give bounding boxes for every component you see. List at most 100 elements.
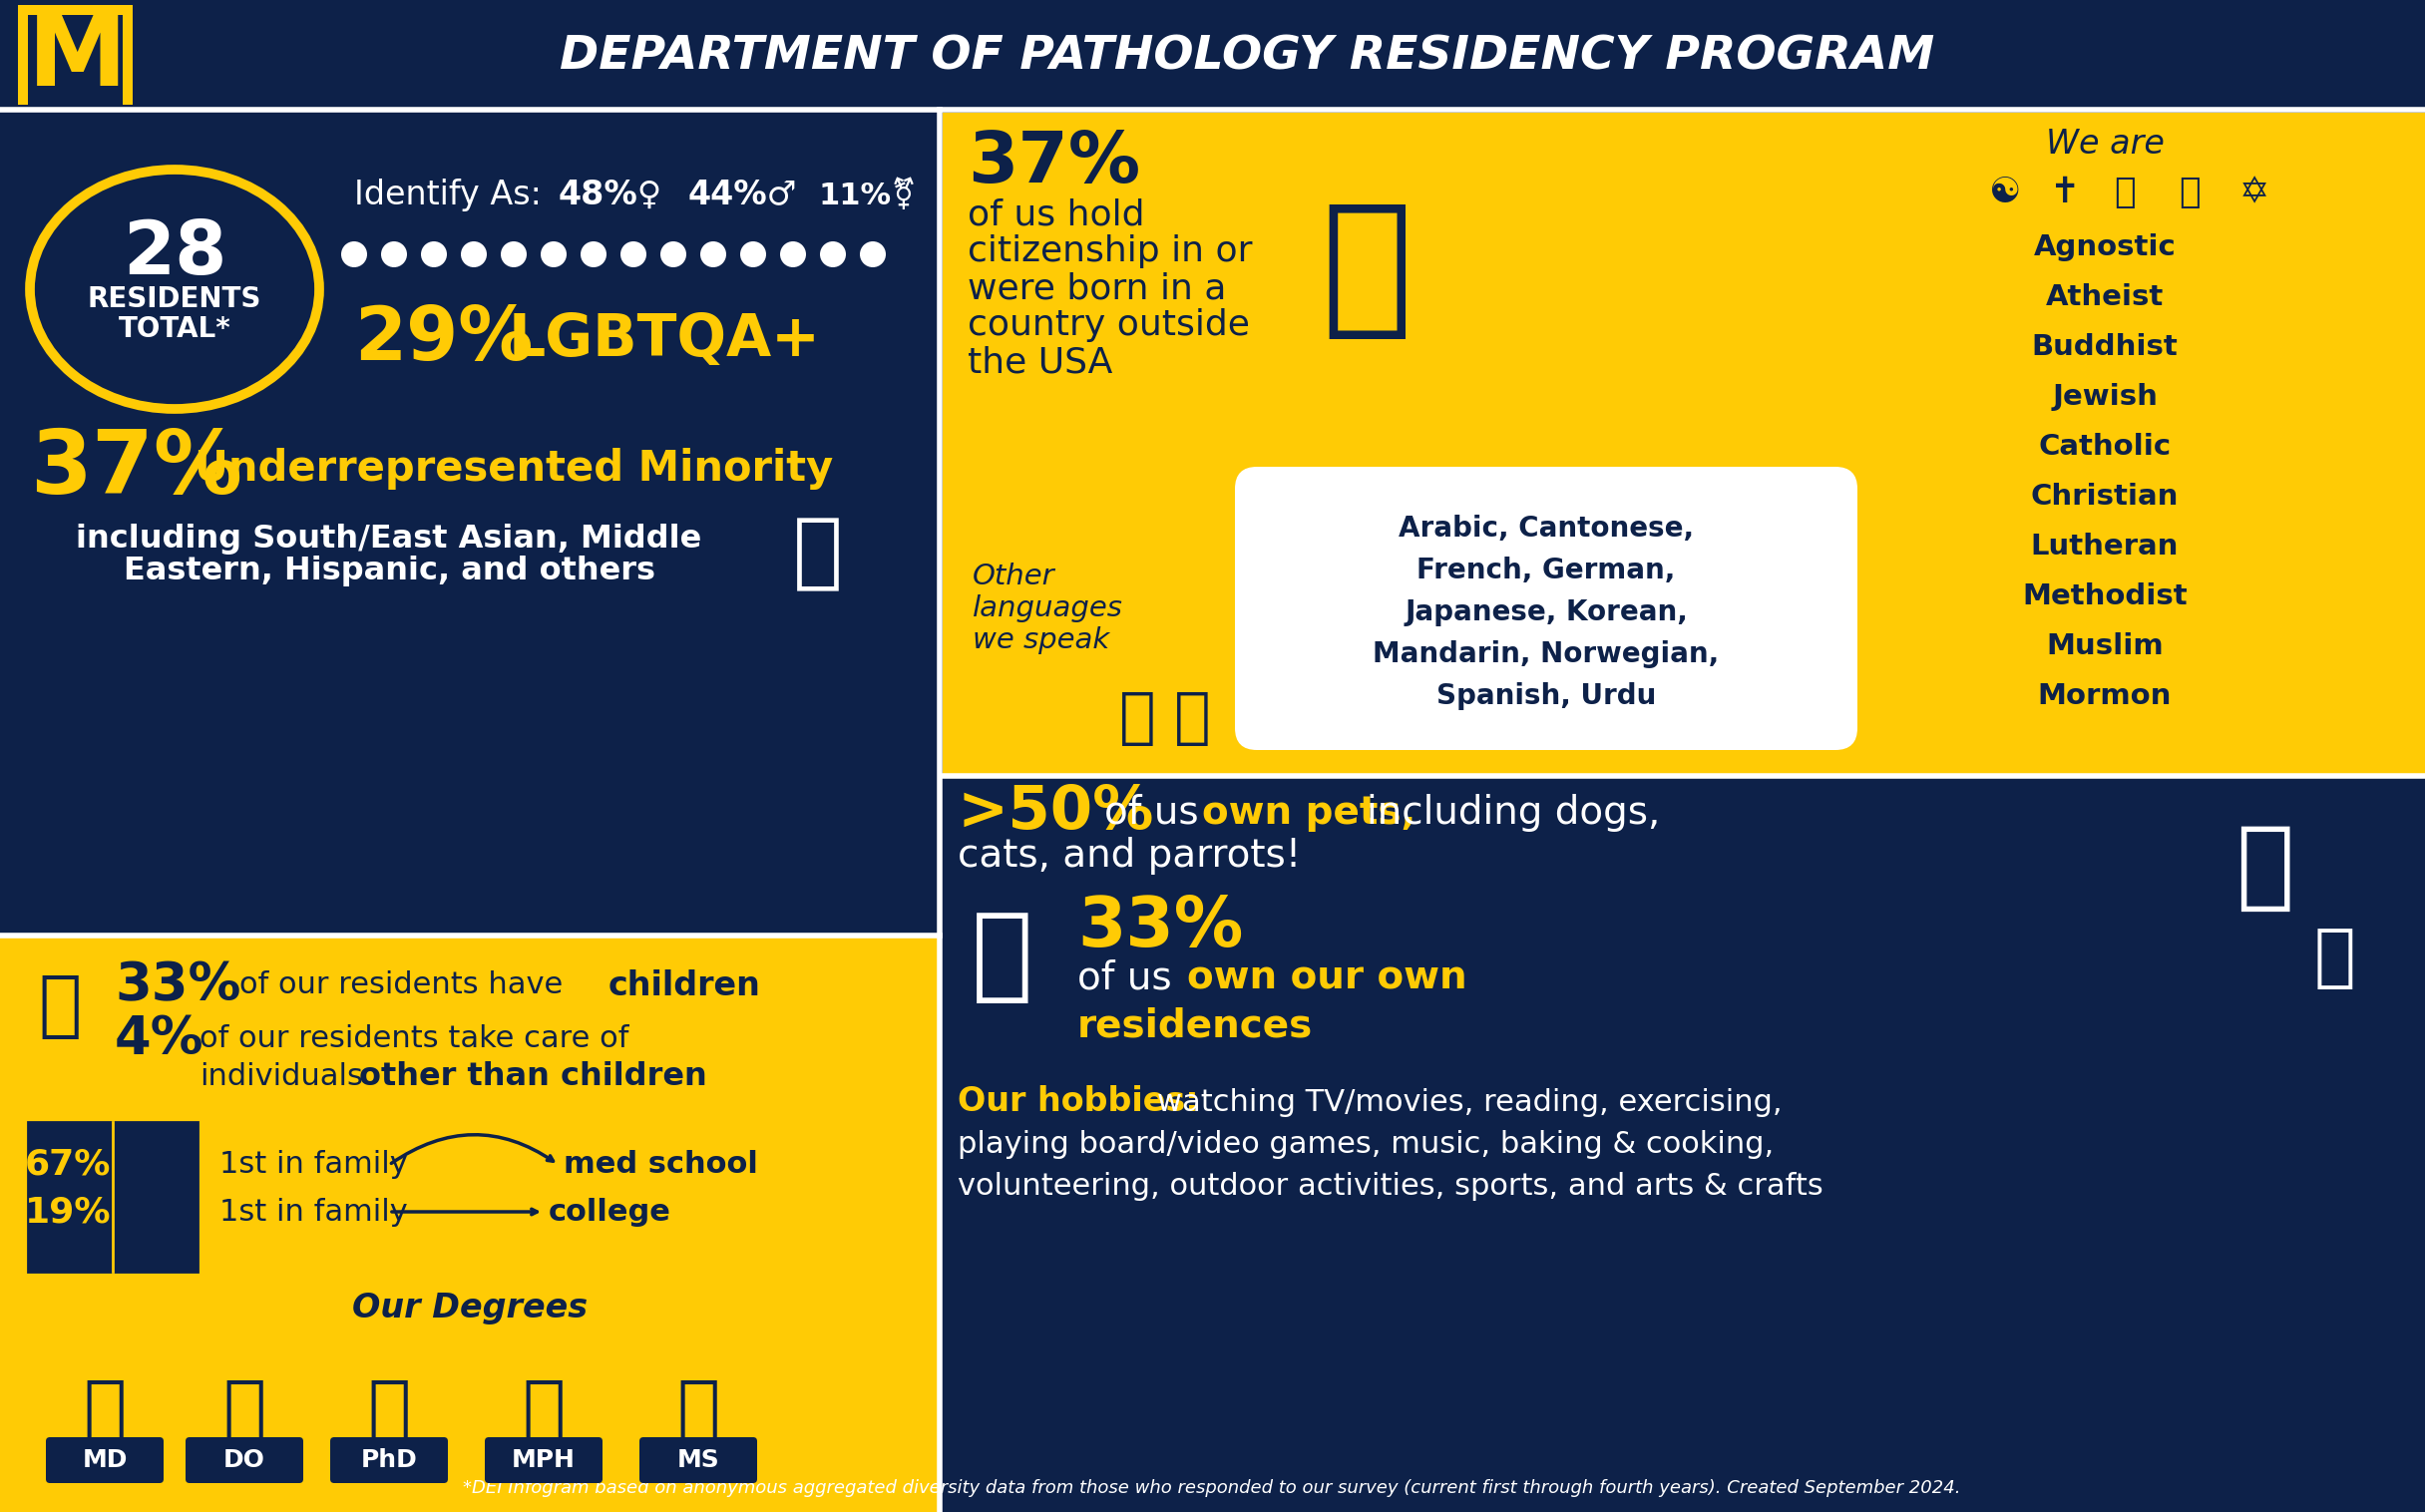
Text: 11%⚧: 11%⚧ <box>817 178 917 210</box>
Text: 33%: 33% <box>114 960 240 1012</box>
Text: Other
languages
we speak: Other languages we speak <box>972 562 1123 655</box>
Text: ✝: ✝ <box>2049 175 2081 210</box>
Text: Lutheran: Lutheran <box>2030 532 2178 561</box>
FancyBboxPatch shape <box>29 15 124 104</box>
Text: 1st in family: 1st in family <box>218 1151 407 1179</box>
Text: 🎓: 🎓 <box>521 1377 565 1445</box>
Text: watching TV/movies, reading, exercising,: watching TV/movies, reading, exercising, <box>1157 1087 1782 1116</box>
Text: children: children <box>609 969 761 1002</box>
Text: Arabic, Cantonese,: Arabic, Cantonese, <box>1399 514 1695 543</box>
Text: of our residents have: of our residents have <box>240 971 563 999</box>
Text: Muslim: Muslim <box>2047 632 2163 661</box>
Text: college: college <box>548 1198 672 1226</box>
Text: 29%: 29% <box>354 302 534 375</box>
Text: RESIDENTS: RESIDENTS <box>87 286 262 313</box>
Circle shape <box>381 242 407 268</box>
Text: 48%♀: 48%♀ <box>558 178 662 212</box>
FancyBboxPatch shape <box>29 1122 196 1272</box>
Text: TOTAL*: TOTAL* <box>119 314 230 343</box>
Text: the USA: the USA <box>968 345 1113 380</box>
Circle shape <box>461 242 487 268</box>
FancyBboxPatch shape <box>46 1438 162 1483</box>
Text: 67%: 67% <box>24 1148 112 1182</box>
Text: 👤: 👤 <box>1118 688 1154 747</box>
Text: 19%: 19% <box>24 1194 112 1229</box>
Text: were born in a: were born in a <box>968 271 1227 305</box>
Text: Spanish, Urdu: Spanish, Urdu <box>1436 682 1656 711</box>
Text: 🎓: 🎓 <box>369 1377 410 1445</box>
Text: 🛂: 🛂 <box>1322 195 1411 343</box>
Text: playing board/video games, music, baking & cooking,: playing board/video games, music, baking… <box>958 1131 1773 1160</box>
Text: MD: MD <box>82 1448 129 1473</box>
Text: Identify As:: Identify As: <box>354 178 541 212</box>
Text: Catholic: Catholic <box>2039 432 2170 461</box>
Text: Our Degrees: Our Degrees <box>352 1293 587 1325</box>
Circle shape <box>580 242 606 268</box>
Text: Agnostic: Agnostic <box>2035 233 2175 262</box>
Text: Buddhist: Buddhist <box>2032 333 2178 361</box>
Text: 1st in family: 1st in family <box>218 1198 407 1226</box>
Text: of our residents take care of: of our residents take care of <box>199 1025 628 1054</box>
FancyBboxPatch shape <box>0 936 938 1512</box>
Text: Underrepresented Minority: Underrepresented Minority <box>194 448 834 490</box>
Text: MPH: MPH <box>512 1448 575 1473</box>
Text: 37%: 37% <box>968 129 1140 197</box>
Text: 🐾: 🐾 <box>2313 924 2355 990</box>
FancyBboxPatch shape <box>187 1438 303 1483</box>
Text: of us hold: of us hold <box>968 198 1145 231</box>
Text: of us: of us <box>1103 794 1198 832</box>
Text: 37%: 37% <box>29 425 243 513</box>
Text: 👤: 👤 <box>1174 688 1210 747</box>
Text: 🐾: 🐾 <box>2236 821 2294 915</box>
FancyBboxPatch shape <box>17 5 133 104</box>
Circle shape <box>781 242 805 268</box>
Text: Our hobbies:: Our hobbies: <box>958 1086 1198 1119</box>
Text: own pets,: own pets, <box>1203 794 1416 832</box>
Text: MS: MS <box>677 1448 720 1473</box>
FancyBboxPatch shape <box>640 1438 757 1483</box>
Text: including South/East Asian, Middle: including South/East Asian, Middle <box>75 523 701 553</box>
Text: Eastern, Hispanic, and others: Eastern, Hispanic, and others <box>124 555 655 587</box>
Circle shape <box>422 242 446 268</box>
Text: 4%: 4% <box>114 1013 204 1064</box>
Text: 🎓: 🎓 <box>82 1377 126 1445</box>
Text: *DEI Infogram based on anonymous aggregated diversity data from those who respon: *DEI Infogram based on anonymous aggrega… <box>463 1479 1962 1497</box>
Text: >50%: >50% <box>958 783 1154 842</box>
FancyBboxPatch shape <box>943 776 2425 1512</box>
Ellipse shape <box>29 169 320 408</box>
Text: cats, and parrots!: cats, and parrots! <box>958 836 1302 874</box>
Text: Christian: Christian <box>2030 482 2178 511</box>
Text: other than children: other than children <box>359 1061 708 1093</box>
Text: 28: 28 <box>124 218 226 290</box>
Text: volunteering, outdoor activities, sports, and arts & crafts: volunteering, outdoor activities, sports… <box>958 1172 1824 1202</box>
Text: residences: residences <box>1077 1007 1312 1045</box>
Circle shape <box>820 242 846 268</box>
Text: 👪: 👪 <box>39 972 82 1042</box>
Text: Mandarin, Norwegian,: Mandarin, Norwegian, <box>1373 640 1719 668</box>
Text: med school: med school <box>563 1151 759 1179</box>
Text: ☯: ☯ <box>1988 175 2020 210</box>
Text: DO: DO <box>223 1448 264 1473</box>
Text: 🙏: 🙏 <box>2178 175 2199 210</box>
Text: LGBTQA+: LGBTQA+ <box>509 310 820 367</box>
FancyBboxPatch shape <box>485 1438 601 1483</box>
Text: own our own: own our own <box>1188 959 1467 996</box>
Circle shape <box>541 242 567 268</box>
Text: country outside: country outside <box>968 308 1249 342</box>
Text: PhD: PhD <box>361 1448 417 1473</box>
FancyBboxPatch shape <box>330 1438 449 1483</box>
Text: Japanese, Korean,: Japanese, Korean, <box>1404 599 1688 626</box>
Text: including dogs,: including dogs, <box>1368 794 1661 832</box>
Text: Mormon: Mormon <box>2037 682 2173 711</box>
Circle shape <box>342 242 366 268</box>
Text: French, German,: French, German, <box>1416 556 1676 585</box>
Text: citizenship in or: citizenship in or <box>968 234 1251 268</box>
Text: 🏠: 🏠 <box>972 907 1033 1009</box>
Circle shape <box>660 242 686 268</box>
Circle shape <box>701 242 725 268</box>
Text: 🌍: 🌍 <box>793 513 844 594</box>
Text: 33%: 33% <box>1077 894 1244 962</box>
Text: DEPARTMENT OF PATHOLOGY RESIDENCY PROGRAM: DEPARTMENT OF PATHOLOGY RESIDENCY PROGRA… <box>560 35 1935 79</box>
Text: 🎓: 🎓 <box>223 1377 267 1445</box>
Text: ✡: ✡ <box>2238 175 2270 210</box>
